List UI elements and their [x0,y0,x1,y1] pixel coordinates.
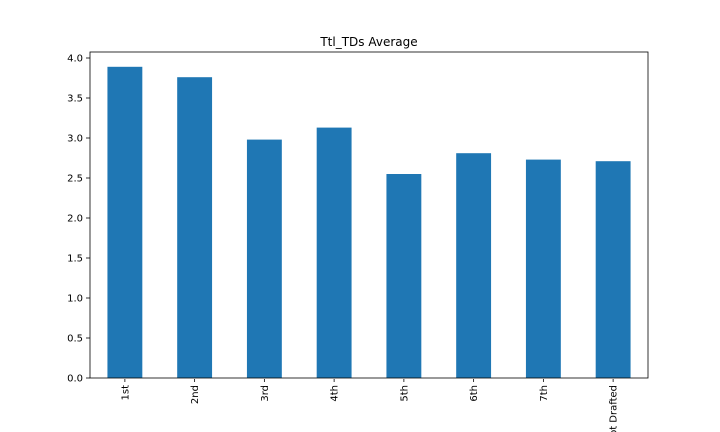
bar-4th [316,127,352,378]
bar-not-drafted [595,161,631,378]
y-axis: 0.0 0.5 1.0 1.5 2.0 2.5 3.0 3.5 4.0 [67,54,90,385]
bar-7th [525,159,561,378]
y-tick-label: 2.5 [67,174,83,185]
x-tick-label: 7th [539,385,550,402]
x-tick-label: 3rd [260,385,271,402]
y-tick-label: 0.5 [67,334,83,345]
x-tick-label: 5th [399,385,410,402]
x-tick-label: 4th [330,385,341,402]
y-tick-label: 2.0 [67,214,83,225]
x-tick-label: 2nd [190,385,201,404]
y-tick-label: 3.5 [67,94,83,105]
y-tick-label: 1.0 [67,294,83,305]
x-tick-label: Not Drafted [609,385,620,432]
chart-title: Ttl_TDs Average [319,35,417,49]
x-tick-label: 1st [120,385,131,401]
bar-6th [456,153,492,378]
y-tick-label: 4.0 [67,54,83,65]
y-tick-label: 3.0 [67,134,83,145]
bar-5th [386,174,422,378]
x-tick-label: 6th [469,385,480,402]
plot-frame [89,51,649,379]
bar-3rd [246,139,282,378]
bar-1st [107,66,143,379]
y-tick-label: 0.0 [67,374,83,385]
bars [107,66,631,379]
x-axis: 1st 2nd 3rd 4th 5th 6th 7th Not Drafted [120,379,620,432]
bar-2nd [177,77,213,378]
y-tick-label: 1.5 [67,254,83,265]
